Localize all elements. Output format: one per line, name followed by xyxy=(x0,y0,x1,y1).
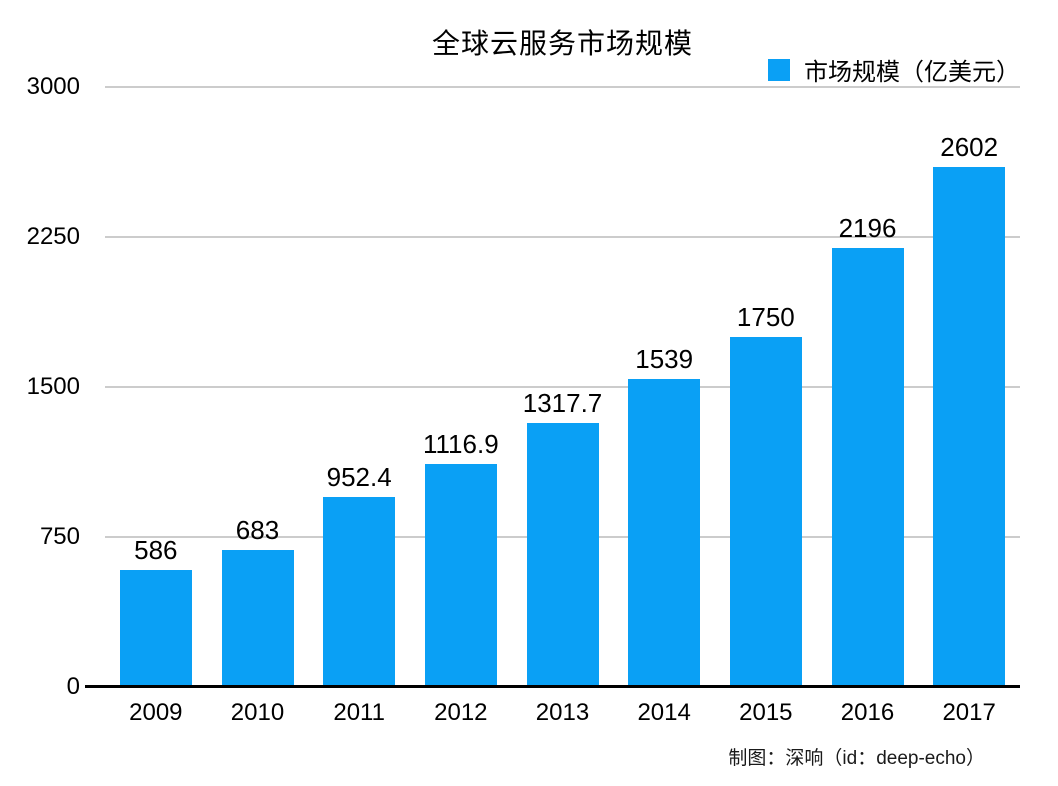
bar-2016 xyxy=(831,247,904,687)
bar-value-label: 1116.9 xyxy=(422,428,499,459)
x-axis-tick-label: 2014 xyxy=(637,699,691,726)
x-axis-tick-label: 2013 xyxy=(535,699,590,726)
bar-value-label: 1539 xyxy=(635,344,694,375)
bar-2017 xyxy=(933,166,1006,687)
bar-value-label: 586 xyxy=(134,534,178,565)
y-axis-tick-label: 2250 xyxy=(26,223,80,250)
bar-value-label: 2602 xyxy=(940,131,999,162)
y-axis-tick-label: 750 xyxy=(39,523,80,550)
x-axis-tick-label: 2015 xyxy=(739,699,793,726)
chart-title: 全球云服务市场规模 xyxy=(431,28,693,59)
x-axis-tick-label: 2009 xyxy=(129,699,183,726)
gridline-1500 xyxy=(105,386,1020,388)
legend-swatch-icon xyxy=(768,58,790,81)
bar-value-label: 1317.7 xyxy=(522,388,603,419)
y-axis-tick-label: 1500 xyxy=(26,373,80,400)
bar-2014 xyxy=(628,379,701,687)
gridline-2250 xyxy=(105,236,1020,238)
bar-2009 xyxy=(119,569,192,687)
x-axis-tick-label: 2016 xyxy=(840,699,895,726)
x-axis-tick-label: 2011 xyxy=(333,699,385,726)
x-axis-line xyxy=(85,685,1020,688)
legend-label: 市场规模（亿美元） xyxy=(804,59,1020,86)
credit-text: 制图：深响（id：deep-echo） xyxy=(728,748,985,769)
bar-value-label: 952.4 xyxy=(326,461,392,492)
bar-value-label: 2196 xyxy=(838,212,897,243)
bar-2015 xyxy=(729,337,802,687)
x-axis-tick-label: 2010 xyxy=(230,699,285,726)
bar-2010 xyxy=(221,550,294,687)
bar-2013 xyxy=(526,423,599,687)
plot-area: 586 683 952.4 1116.9 1317.7 1539 1750 2196 2602 xyxy=(105,86,1020,687)
bar-value-label: 683 xyxy=(235,515,280,546)
y-axis-tick-label: 0 xyxy=(66,673,80,700)
x-axis-tick-label: 2017 xyxy=(942,699,996,726)
y-axis-tick-label: 3000 xyxy=(26,73,80,100)
x-axis-tick-label: 2012 xyxy=(434,699,488,726)
bar-value-label: 1750 xyxy=(736,302,795,332)
legend: 市场规模（亿美元） xyxy=(768,52,1020,87)
bar-2012 xyxy=(424,463,497,687)
bar-2011 xyxy=(323,496,396,687)
gridline-3000 xyxy=(105,86,1020,88)
